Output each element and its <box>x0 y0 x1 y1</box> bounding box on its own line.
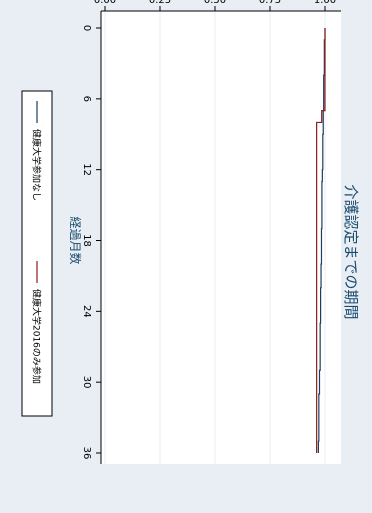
x-tick-label: 36 <box>81 447 92 460</box>
x-tick-label: 30 <box>81 376 92 389</box>
x-tick-label: 24 <box>81 305 92 318</box>
y-tick-label: 0.50 <box>204 0 226 6</box>
x-tick-label: 12 <box>81 163 92 176</box>
chart-title: 介護認定までの期間 <box>342 184 360 319</box>
series-line-2 <box>316 28 326 453</box>
x-tick-label: 18 <box>81 234 92 247</box>
plot-area <box>101 11 341 464</box>
rotated-chart-frame: 介護認定までの期間 0.00 0.25 0.50 0.75 1.00 0 6 12 18 24 30… <box>21 0 360 464</box>
legend-label-2: 健康大学2016のみ参加 <box>31 289 43 384</box>
series-line-1 <box>317 28 326 453</box>
series-layer <box>316 28 326 453</box>
x-tick-label: 6 <box>81 96 92 102</box>
y-tick-label: 0.25 <box>149 0 171 6</box>
x-tick-label: 0 <box>81 25 92 31</box>
grid-lines <box>104 11 326 464</box>
y-tick-label: 1.00 <box>314 0 336 6</box>
axes-layer: 0.00 0.25 0.50 0.75 1.00 0 6 12 18 24 30 36 経過月数 <box>68 0 341 464</box>
legend-box <box>21 90 53 417</box>
x-axis-label: 経過月数 <box>68 216 83 264</box>
y-tick-label: 0.75 <box>259 0 281 6</box>
legend-label-1: 健康大学参加なし <box>31 129 43 201</box>
y-tick-label: 0.00 <box>94 0 116 6</box>
